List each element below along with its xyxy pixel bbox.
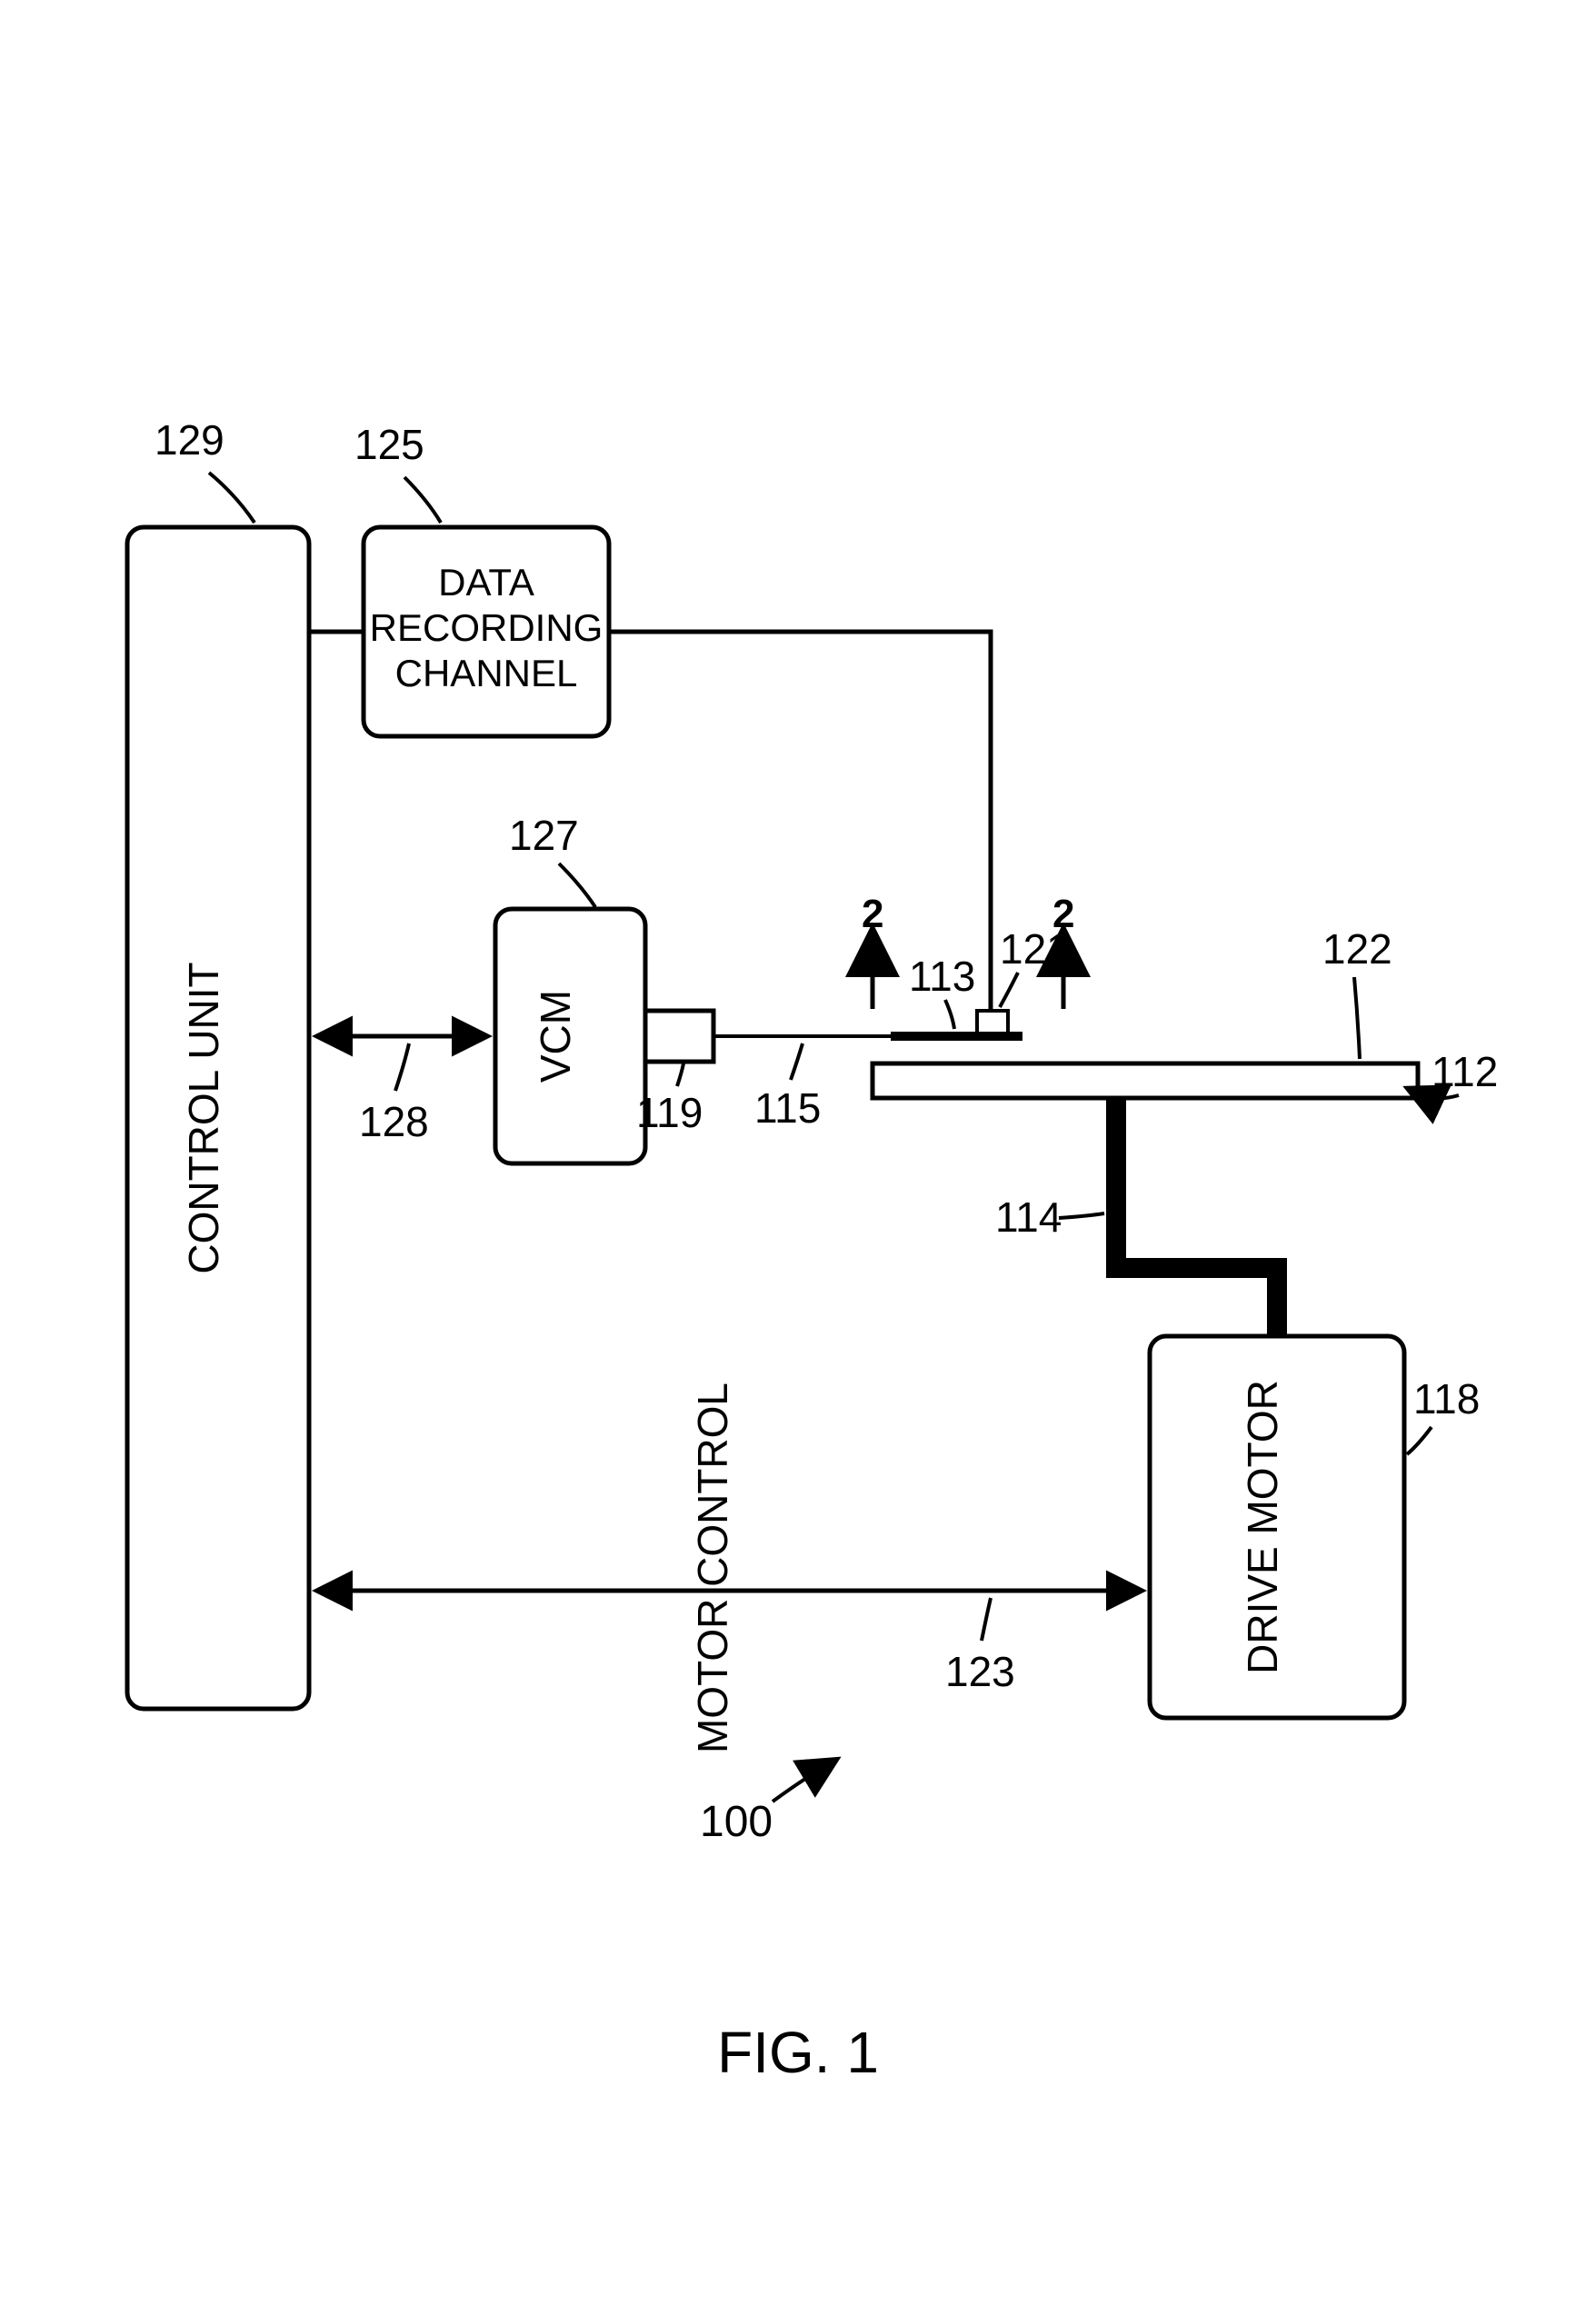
control-unit-label: CONTROL UNIT [180,962,227,1273]
drive-motor-label: DRIVE MOTOR [1239,1380,1286,1674]
ref-118: 118 [1407,1375,1480,1454]
drc-label-2: RECORDING [370,606,603,649]
section-marker-left: 2 [862,892,883,1009]
svg-text:118: 118 [1413,1375,1480,1423]
data-recording-channel-block: DATA RECORDING CHANNEL [364,527,609,736]
ref-121: 121 [1000,925,1070,1007]
svg-text:122: 122 [1322,925,1392,973]
svg-text:123: 123 [945,1648,1015,1695]
ref-114: 114 [995,1193,1104,1241]
svg-text:119: 119 [636,1089,703,1136]
motor-control-label: MOTOR CONTROL [689,1383,736,1753]
svg-text:129: 129 [155,416,224,464]
vcm-block: VCM [495,909,645,1163]
control-unit-block: CONTROL UNIT [127,527,309,1709]
vcm-label: VCM [532,990,579,1083]
svg-text:2: 2 [1052,892,1074,936]
actuator-arm [645,1011,713,1062]
ref-127: 127 [509,812,595,907]
disk-drive-block-diagram: CONTROL UNIT 129 DATA RECORDING CHANNEL … [0,0,1596,2316]
svg-text:115: 115 [754,1084,821,1132]
disk [873,1063,1418,1098]
svg-text:125: 125 [354,421,424,468]
svg-text:114: 114 [995,1193,1062,1241]
svg-text:113: 113 [909,953,975,1000]
svg-text:112: 112 [1431,1048,1498,1095]
ref-123: 123 [945,1598,1015,1695]
ref-115: 115 [754,1043,821,1132]
figure-ref-100: 100 [700,1768,823,1846]
drive-motor-block: DRIVE MOTOR [1150,1336,1404,1718]
figure-label: FIG. 1 [717,2020,879,2085]
drc-label-1: DATA [438,561,534,604]
ref-122: 122 [1322,925,1392,1059]
svg-text:127: 127 [509,812,579,859]
ref-125: 125 [354,421,441,523]
ref-128: 128 [359,1043,429,1145]
ref-113: 113 [909,953,975,1029]
drc-label-3: CHANNEL [395,652,578,694]
svg-text:100: 100 [700,1798,773,1846]
ref-112: 112 [1422,1048,1498,1099]
svg-text:2: 2 [862,892,883,936]
svg-text:128: 128 [359,1098,429,1145]
ref-129: 129 [155,416,254,523]
